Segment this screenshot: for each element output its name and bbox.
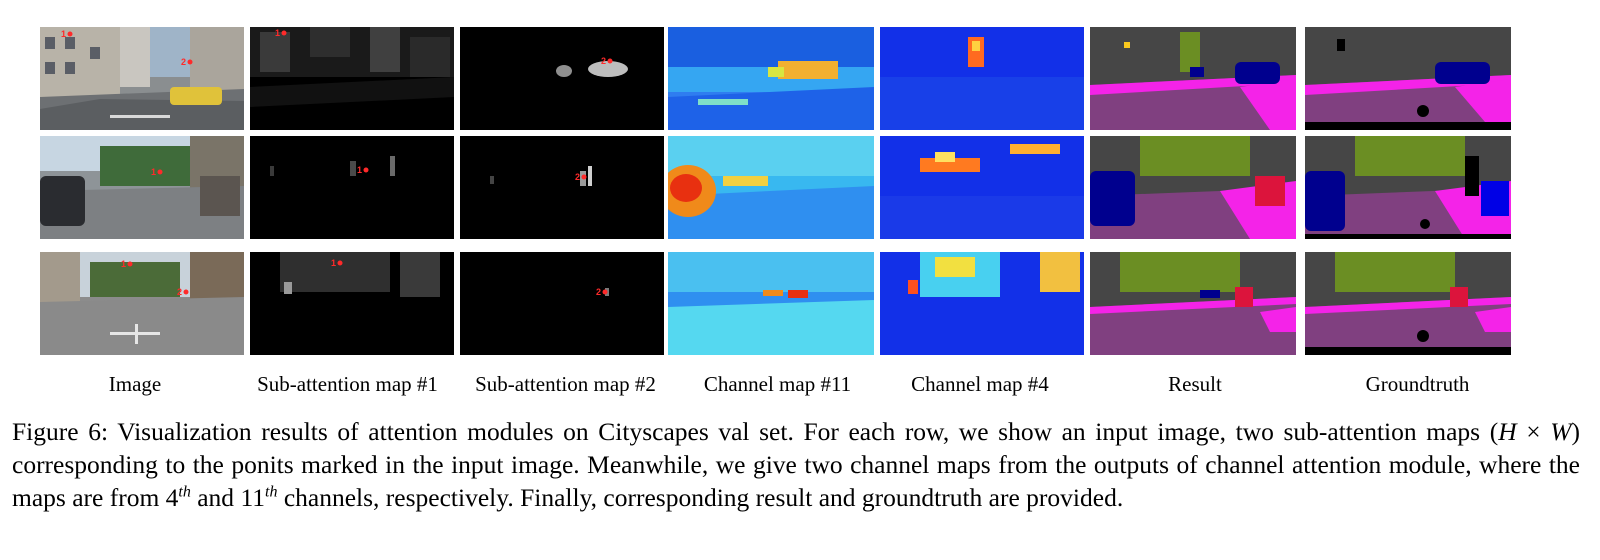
sub-attention-map-1-row2 (250, 136, 454, 239)
caption-text-1: Visualization results of attention modul… (117, 417, 1481, 446)
sub-attention-map-2-row2 (460, 136, 664, 239)
input-image-row2 (40, 136, 244, 239)
sub-attention-map-1-row1 (250, 27, 454, 130)
caption-ch4-base: 4 (165, 483, 179, 512)
result-row2 (1090, 136, 1296, 239)
groundtruth-row2 (1305, 136, 1511, 239)
caption-text-3: channels, respectively. Finally, corresp… (283, 483, 1124, 512)
groundtruth-row3 (1305, 252, 1511, 355)
channel-map-4-row3 (880, 252, 1084, 355)
caption-ch11-sup: th (265, 483, 278, 501)
caption-text-2: corresponding to the ponits marked in th… (12, 450, 1580, 512)
caption-ch11-base: 11 (240, 483, 265, 512)
column-label-groundtruth: Groundtruth (1365, 372, 1470, 396)
result-row3 (1090, 252, 1296, 355)
result-row1 (1090, 27, 1296, 130)
caption-label: Figure 6: (12, 417, 109, 446)
channel-map-11-row1 (668, 27, 874, 130)
figure-caption: Figure 6: Visualization results of atten… (12, 417, 1580, 512)
sub-attention-map-1-row3 (250, 252, 454, 355)
sub-attention-map-2-row1 (460, 27, 664, 130)
input-image-row1 (40, 27, 244, 130)
caption-ch4-sup: th (178, 483, 191, 501)
channel-map-4-row2 (880, 136, 1084, 239)
caption-and: and (197, 483, 235, 512)
caption-math-w: W (1550, 417, 1572, 446)
input-image-row3 (40, 252, 244, 355)
column-label-result: Result (1168, 372, 1222, 396)
column-label-channel-11: Channel map #11 (703, 372, 852, 396)
column-label-channel-4: Channel map #4 (911, 372, 1049, 396)
caption-math-h: H (1498, 417, 1517, 446)
caption-math-times: × (1526, 417, 1541, 446)
column-label-image: Image (108, 372, 162, 396)
groundtruth-row1 (1305, 27, 1511, 130)
column-label-sub-attention-1: Sub-attention map #1 (257, 372, 438, 396)
column-label-sub-attention-2: Sub-attention map #2 (475, 372, 656, 396)
channel-map-11-row3 (668, 252, 874, 355)
channel-map-4-row1 (880, 27, 1084, 130)
sub-attention-map-2-row3 (460, 252, 664, 355)
channel-map-11-row2 (668, 136, 874, 239)
